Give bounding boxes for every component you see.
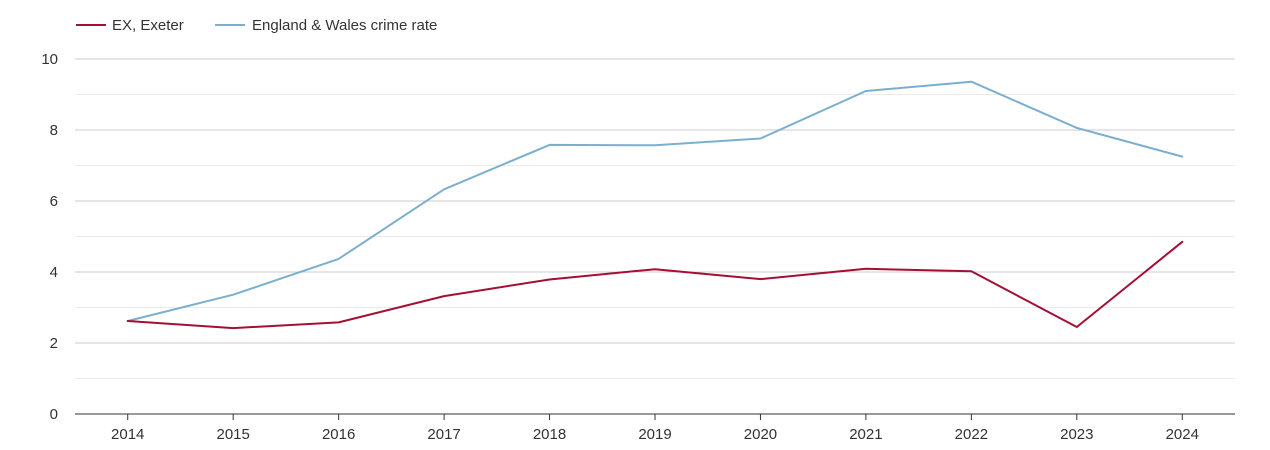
data-point-england-wales[interactable] <box>654 144 656 146</box>
data-point-england-wales[interactable] <box>338 258 340 260</box>
data-point-england-wales[interactable] <box>232 294 234 296</box>
data-point-england-wales[interactable] <box>1076 127 1078 129</box>
grid-lines <box>75 58 1235 379</box>
y-tick-label: 0 <box>50 406 58 423</box>
x-tick-label: 2016 <box>322 426 355 443</box>
data-point-exeter[interactable] <box>759 278 761 280</box>
axes: 0 2 4 6 8 10 2014 2015 2016 2017 2018 2019 2020 2021 2… <box>41 51 1235 443</box>
x-tick-label: 2022 <box>955 426 988 443</box>
data-point-exeter[interactable] <box>443 295 445 297</box>
legend-label-england-wales: England & Wales crime rate <box>252 17 437 34</box>
series-line-england-wales[interactable] <box>126 80 1184 322</box>
x-tick-label: 2019 <box>638 426 671 443</box>
x-tick-label: 2017 <box>427 426 460 443</box>
x-tick-label: 2015 <box>216 426 249 443</box>
series-line-exeter[interactable] <box>126 240 1184 330</box>
data-point-exeter[interactable] <box>232 327 234 329</box>
x-tick-label: 2023 <box>1060 426 1093 443</box>
data-point-exeter[interactable] <box>1181 241 1183 243</box>
data-point-england-wales[interactable] <box>549 144 551 146</box>
data-point-exeter[interactable] <box>549 278 551 280</box>
x-tick-label: 2018 <box>533 426 566 443</box>
legend-label-exeter: EX, Exeter <box>112 17 184 34</box>
legend: EX, Exeter England & Wales crime rate <box>76 17 437 34</box>
series-layer <box>126 80 1184 330</box>
x-tick-label: 2014 <box>111 426 144 443</box>
x-tick-label: 2024 <box>1166 426 1199 443</box>
data-point-england-wales[interactable] <box>1181 156 1183 158</box>
y-tick-label: 8 <box>50 122 58 139</box>
data-point-england-wales[interactable] <box>443 188 445 190</box>
y-tick-label: 2 <box>50 335 58 352</box>
data-point-exeter[interactable] <box>127 320 129 322</box>
y-tick-label: 6 <box>50 193 58 210</box>
data-point-england-wales[interactable] <box>759 138 761 140</box>
x-tick-label: 2021 <box>849 426 882 443</box>
data-point-exeter[interactable] <box>1076 326 1078 328</box>
legend-item-exeter[interactable]: EX, Exeter <box>76 17 184 34</box>
data-point-england-wales[interactable] <box>865 90 867 92</box>
data-point-exeter[interactable] <box>338 321 340 323</box>
data-point-exeter[interactable] <box>865 268 867 270</box>
y-tick-label: 4 <box>50 264 58 281</box>
data-point-exeter[interactable] <box>654 268 656 270</box>
x-tick-label: 2020 <box>744 426 777 443</box>
legend-item-england-wales[interactable]: England & Wales crime rate <box>215 17 437 34</box>
y-tick-label: 10 <box>41 51 58 68</box>
data-point-exeter[interactable] <box>970 270 972 272</box>
data-point-england-wales[interactable] <box>970 81 972 83</box>
